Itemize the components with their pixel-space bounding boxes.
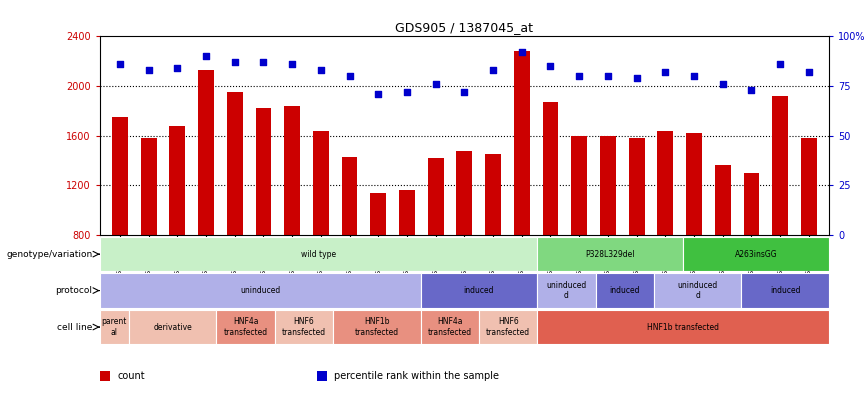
Text: P328L329del: P328L329del — [585, 249, 635, 259]
Point — [716, 81, 730, 87]
Bar — [284, 106, 300, 235]
Text: A263insGG: A263insGG — [734, 249, 778, 259]
Point — [113, 61, 127, 68]
Bar — [686, 133, 702, 235]
Bar — [141, 138, 156, 235]
Bar — [255, 109, 272, 235]
Bar — [571, 136, 587, 235]
Bar — [371, 193, 386, 235]
Point — [170, 65, 184, 71]
Bar — [715, 165, 731, 235]
Text: protocol: protocol — [56, 286, 93, 295]
Bar — [100, 237, 537, 271]
Text: count: count — [117, 371, 145, 381]
Text: parent
al: parent al — [102, 318, 127, 337]
Point — [141, 67, 155, 73]
Bar — [421, 310, 479, 344]
Point — [372, 91, 385, 97]
Bar — [198, 70, 214, 235]
Point — [227, 59, 241, 66]
Bar — [654, 273, 741, 308]
Text: induced: induced — [770, 286, 800, 295]
Bar — [112, 117, 128, 235]
Bar — [342, 157, 358, 235]
Text: wild type: wild type — [301, 249, 336, 259]
Bar — [744, 173, 760, 235]
Bar — [428, 158, 444, 235]
Text: induced: induced — [464, 286, 494, 295]
Bar — [100, 273, 421, 308]
Text: HNF1b transfected: HNF1b transfected — [648, 322, 719, 332]
Bar — [657, 131, 674, 235]
Point — [629, 75, 643, 81]
Bar — [600, 136, 615, 235]
Text: HNF4a
transfected: HNF4a transfected — [428, 318, 472, 337]
Point — [572, 73, 586, 79]
Point — [601, 73, 615, 79]
Text: derivative: derivative — [154, 322, 192, 332]
Point — [773, 61, 787, 68]
Bar — [275, 310, 333, 344]
Bar — [333, 310, 421, 344]
Text: uninduced
d: uninduced d — [678, 281, 718, 300]
Text: induced: induced — [609, 286, 640, 295]
Bar — [485, 154, 501, 235]
Point — [543, 63, 557, 70]
Bar — [313, 131, 329, 235]
Point — [658, 69, 672, 75]
Bar — [457, 151, 472, 235]
Bar — [801, 138, 817, 235]
Text: cell line: cell line — [57, 322, 93, 332]
Text: percentile rank within the sample: percentile rank within the sample — [334, 371, 499, 381]
Point — [429, 81, 443, 87]
Point — [286, 61, 299, 68]
Bar — [479, 310, 537, 344]
Point — [457, 89, 471, 95]
Title: GDS905 / 1387045_at: GDS905 / 1387045_at — [396, 21, 533, 34]
Point — [745, 87, 759, 93]
Bar — [537, 273, 595, 308]
Text: HNF6
transfected: HNF6 transfected — [282, 318, 326, 337]
Bar — [514, 51, 529, 235]
Point — [687, 73, 701, 79]
Bar — [169, 126, 185, 235]
Bar — [100, 310, 129, 344]
Point — [802, 69, 816, 75]
Bar — [683, 237, 829, 271]
Bar — [227, 92, 243, 235]
Bar — [537, 310, 829, 344]
Bar — [595, 273, 654, 308]
Bar — [773, 96, 788, 235]
Text: HNF6
transfected: HNF6 transfected — [486, 318, 530, 337]
Point — [343, 73, 357, 79]
Bar — [421, 273, 537, 308]
Point — [314, 67, 328, 73]
Bar — [537, 237, 683, 271]
Bar — [628, 138, 645, 235]
Point — [486, 67, 500, 73]
Bar — [216, 310, 275, 344]
Point — [257, 59, 271, 66]
Text: uninduced: uninduced — [240, 286, 280, 295]
Text: HNF1b
transfected: HNF1b transfected — [355, 318, 399, 337]
Point — [400, 89, 414, 95]
Point — [199, 53, 213, 60]
Text: genotype/variation: genotype/variation — [6, 249, 93, 259]
Bar — [129, 310, 216, 344]
Text: HNF4a
transfected: HNF4a transfected — [224, 318, 267, 337]
Bar — [542, 102, 558, 235]
Text: uninduced
d: uninduced d — [546, 281, 587, 300]
Point — [515, 49, 529, 55]
Bar — [399, 190, 415, 235]
Bar — [741, 273, 829, 308]
